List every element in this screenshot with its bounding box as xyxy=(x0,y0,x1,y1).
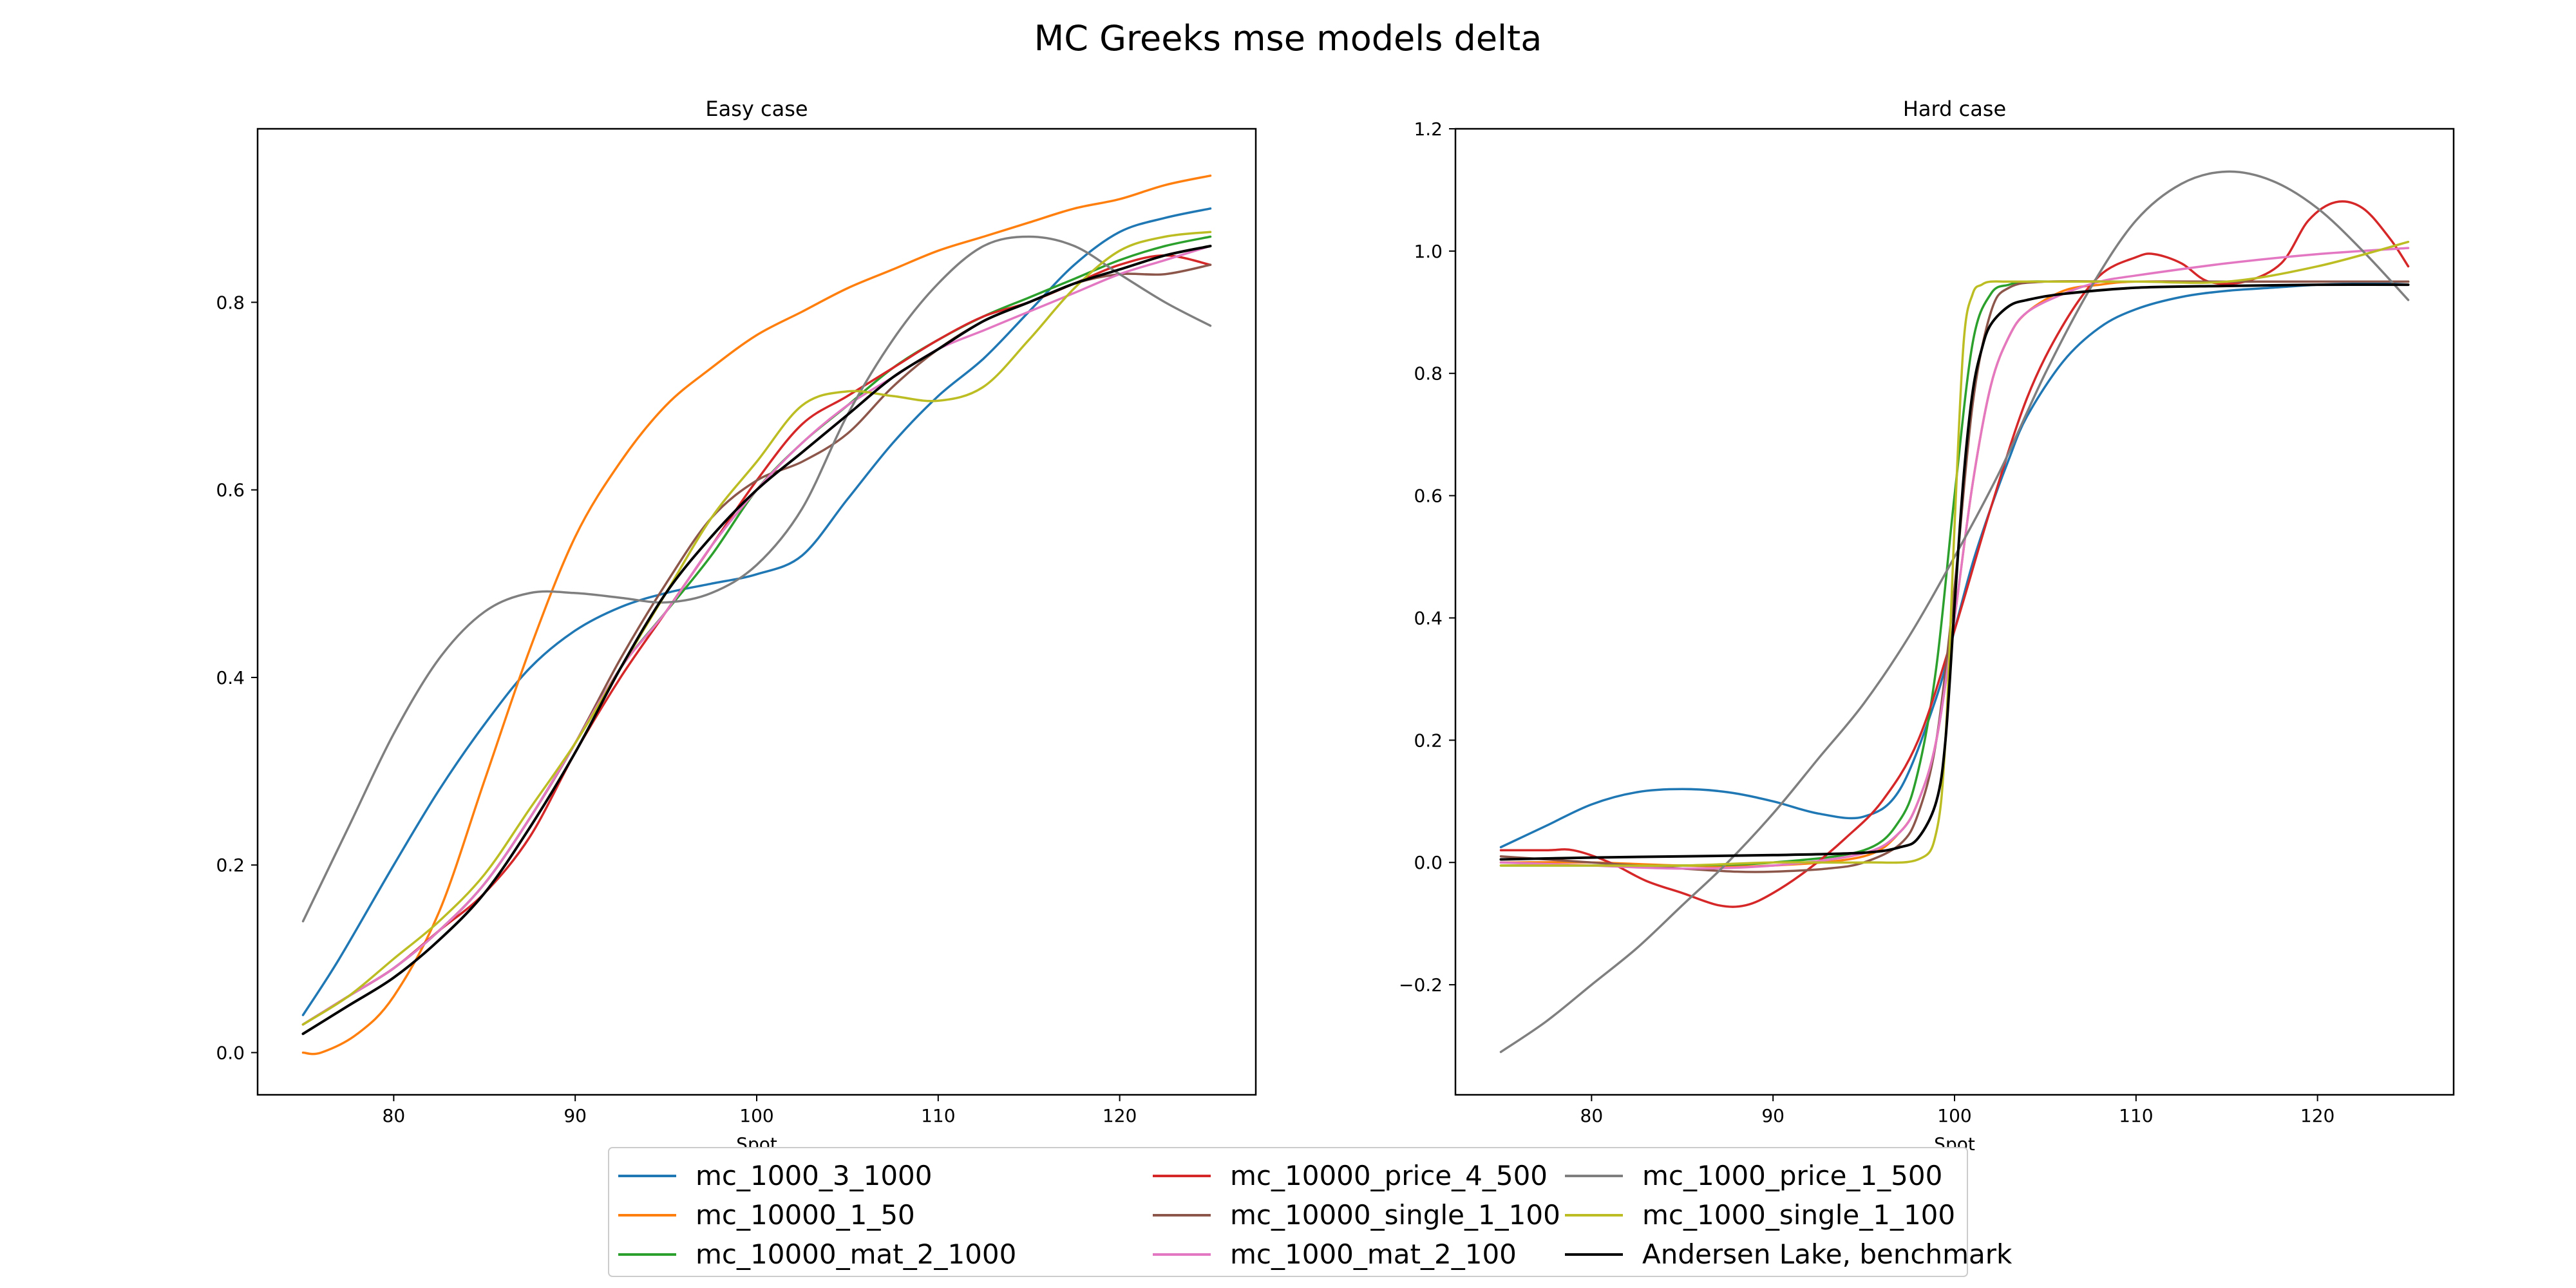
x-tick-label: 90 xyxy=(1761,1105,1785,1126)
y-tick-label: 1.0 xyxy=(1414,241,1443,262)
legend-label: mc_10000_price_4_500 xyxy=(1230,1160,1548,1191)
y-tick-label: 0.0 xyxy=(216,1042,245,1063)
legend-label: mc_10000_1_50 xyxy=(696,1199,915,1231)
legend-items: mc_1000_3_1000 mc_10000_1_50 mc_10000_mat_… xyxy=(618,1160,2012,1270)
x-tick-label: 110 xyxy=(921,1105,955,1126)
x-tick-label: 100 xyxy=(739,1105,773,1126)
x-tick-label: 80 xyxy=(1580,1105,1604,1126)
y-tick-label: 0.6 xyxy=(216,480,245,501)
x-ticks: 80 90 100 110 120 xyxy=(383,1095,1137,1126)
legend-label: mc_1000_mat_2_100 xyxy=(1230,1238,1517,1270)
legend-label: mc_1000_3_1000 xyxy=(696,1160,933,1191)
series-line-mc-10000-single-1-100 xyxy=(1499,279,2410,873)
series-lines xyxy=(301,175,1212,1056)
series-line-mc-10000-mat-2-1000 xyxy=(1499,280,2410,867)
series-line-andersen-lake-benchmark xyxy=(301,245,1212,1036)
legend-label: mc_10000_single_1_100 xyxy=(1230,1199,1560,1231)
subplot-hard-case: Hard case Spot 80 90 100 110 120 −0.20.00.20… xyxy=(1399,97,2455,1155)
y-tick-label: 0.8 xyxy=(216,292,245,313)
series-lines xyxy=(1499,170,2410,1054)
series-line-mc-1000-3-1000 xyxy=(1499,280,2410,849)
series-line-andersen-lake-benchmark xyxy=(1499,283,2410,861)
y-tick-label: 0.0 xyxy=(1414,852,1443,873)
legend-label: mc_1000_price_1_500 xyxy=(1642,1160,1942,1191)
legend-label: Andersen Lake, benchmark xyxy=(1642,1238,2012,1270)
series-line-mc-1000-price-1-500 xyxy=(301,235,1212,923)
subplot-easy-case: Easy case Spot 80 90 100 110 120 0.00.20.40.… xyxy=(216,97,1257,1155)
x-tick-label: 110 xyxy=(2119,1105,2153,1126)
series-line-mc-1000-single-1-100 xyxy=(301,231,1212,1026)
y-tick-label: 0.6 xyxy=(1414,486,1443,507)
y-ticks: −0.2 0.0 0.2 0.4 0.6 0.8 1.0 1.2 xyxy=(1399,118,1455,996)
figure-title: MC Greeks mse models delta xyxy=(1034,18,1542,59)
plot-title: Easy case xyxy=(705,97,808,121)
x-tick-label: 120 xyxy=(1103,1105,1137,1126)
series-line-mc-1000-mat-2-100 xyxy=(1499,247,2410,870)
plot-title: Hard case xyxy=(1903,97,2006,121)
y-tick-label: 0.4 xyxy=(1414,607,1443,629)
legend-box xyxy=(608,1147,1968,1277)
x-tick-label: 80 xyxy=(383,1105,406,1126)
series-line-mc-1000-price-1-500 xyxy=(1499,170,2410,1054)
series-line-mc-1000-mat-2-100 xyxy=(301,245,1212,1026)
x-tick-label: 120 xyxy=(2300,1105,2334,1126)
y-tick-label: 0.2 xyxy=(216,855,245,876)
series-line-mc-1000-single-1-100 xyxy=(1499,240,2410,867)
y-ticks: 0.0 0.2 0.4 0.6 0.8 xyxy=(216,292,258,1063)
series-line-mc-10000-1-50 xyxy=(1499,280,2410,868)
y-tick-label: 0.8 xyxy=(1414,363,1443,384)
y-tick-label: 0.2 xyxy=(1414,730,1443,751)
x-tick-label: 90 xyxy=(564,1105,587,1126)
legend-label: mc_1000_single_1_100 xyxy=(1642,1199,1955,1231)
y-tick-label: 0.4 xyxy=(216,667,245,688)
legend: mc_1000_3_1000 mc_10000_1_50 mc_10000_mat_… xyxy=(608,1147,2012,1277)
series-line-mc-1000-3-1000 xyxy=(301,207,1212,1016)
y-tick-label: −0.2 xyxy=(1399,974,1443,996)
legend-label: mc_10000_mat_2_1000 xyxy=(696,1238,1016,1270)
series-line-mc-10000-mat-2-1000 xyxy=(301,235,1212,1026)
series-line-mc-10000-price-4-500 xyxy=(1499,200,2410,908)
x-ticks: 80 90 100 110 120 xyxy=(1580,1095,2334,1126)
x-tick-label: 100 xyxy=(1937,1105,1971,1126)
y-tick-label: 1.2 xyxy=(1414,118,1443,140)
